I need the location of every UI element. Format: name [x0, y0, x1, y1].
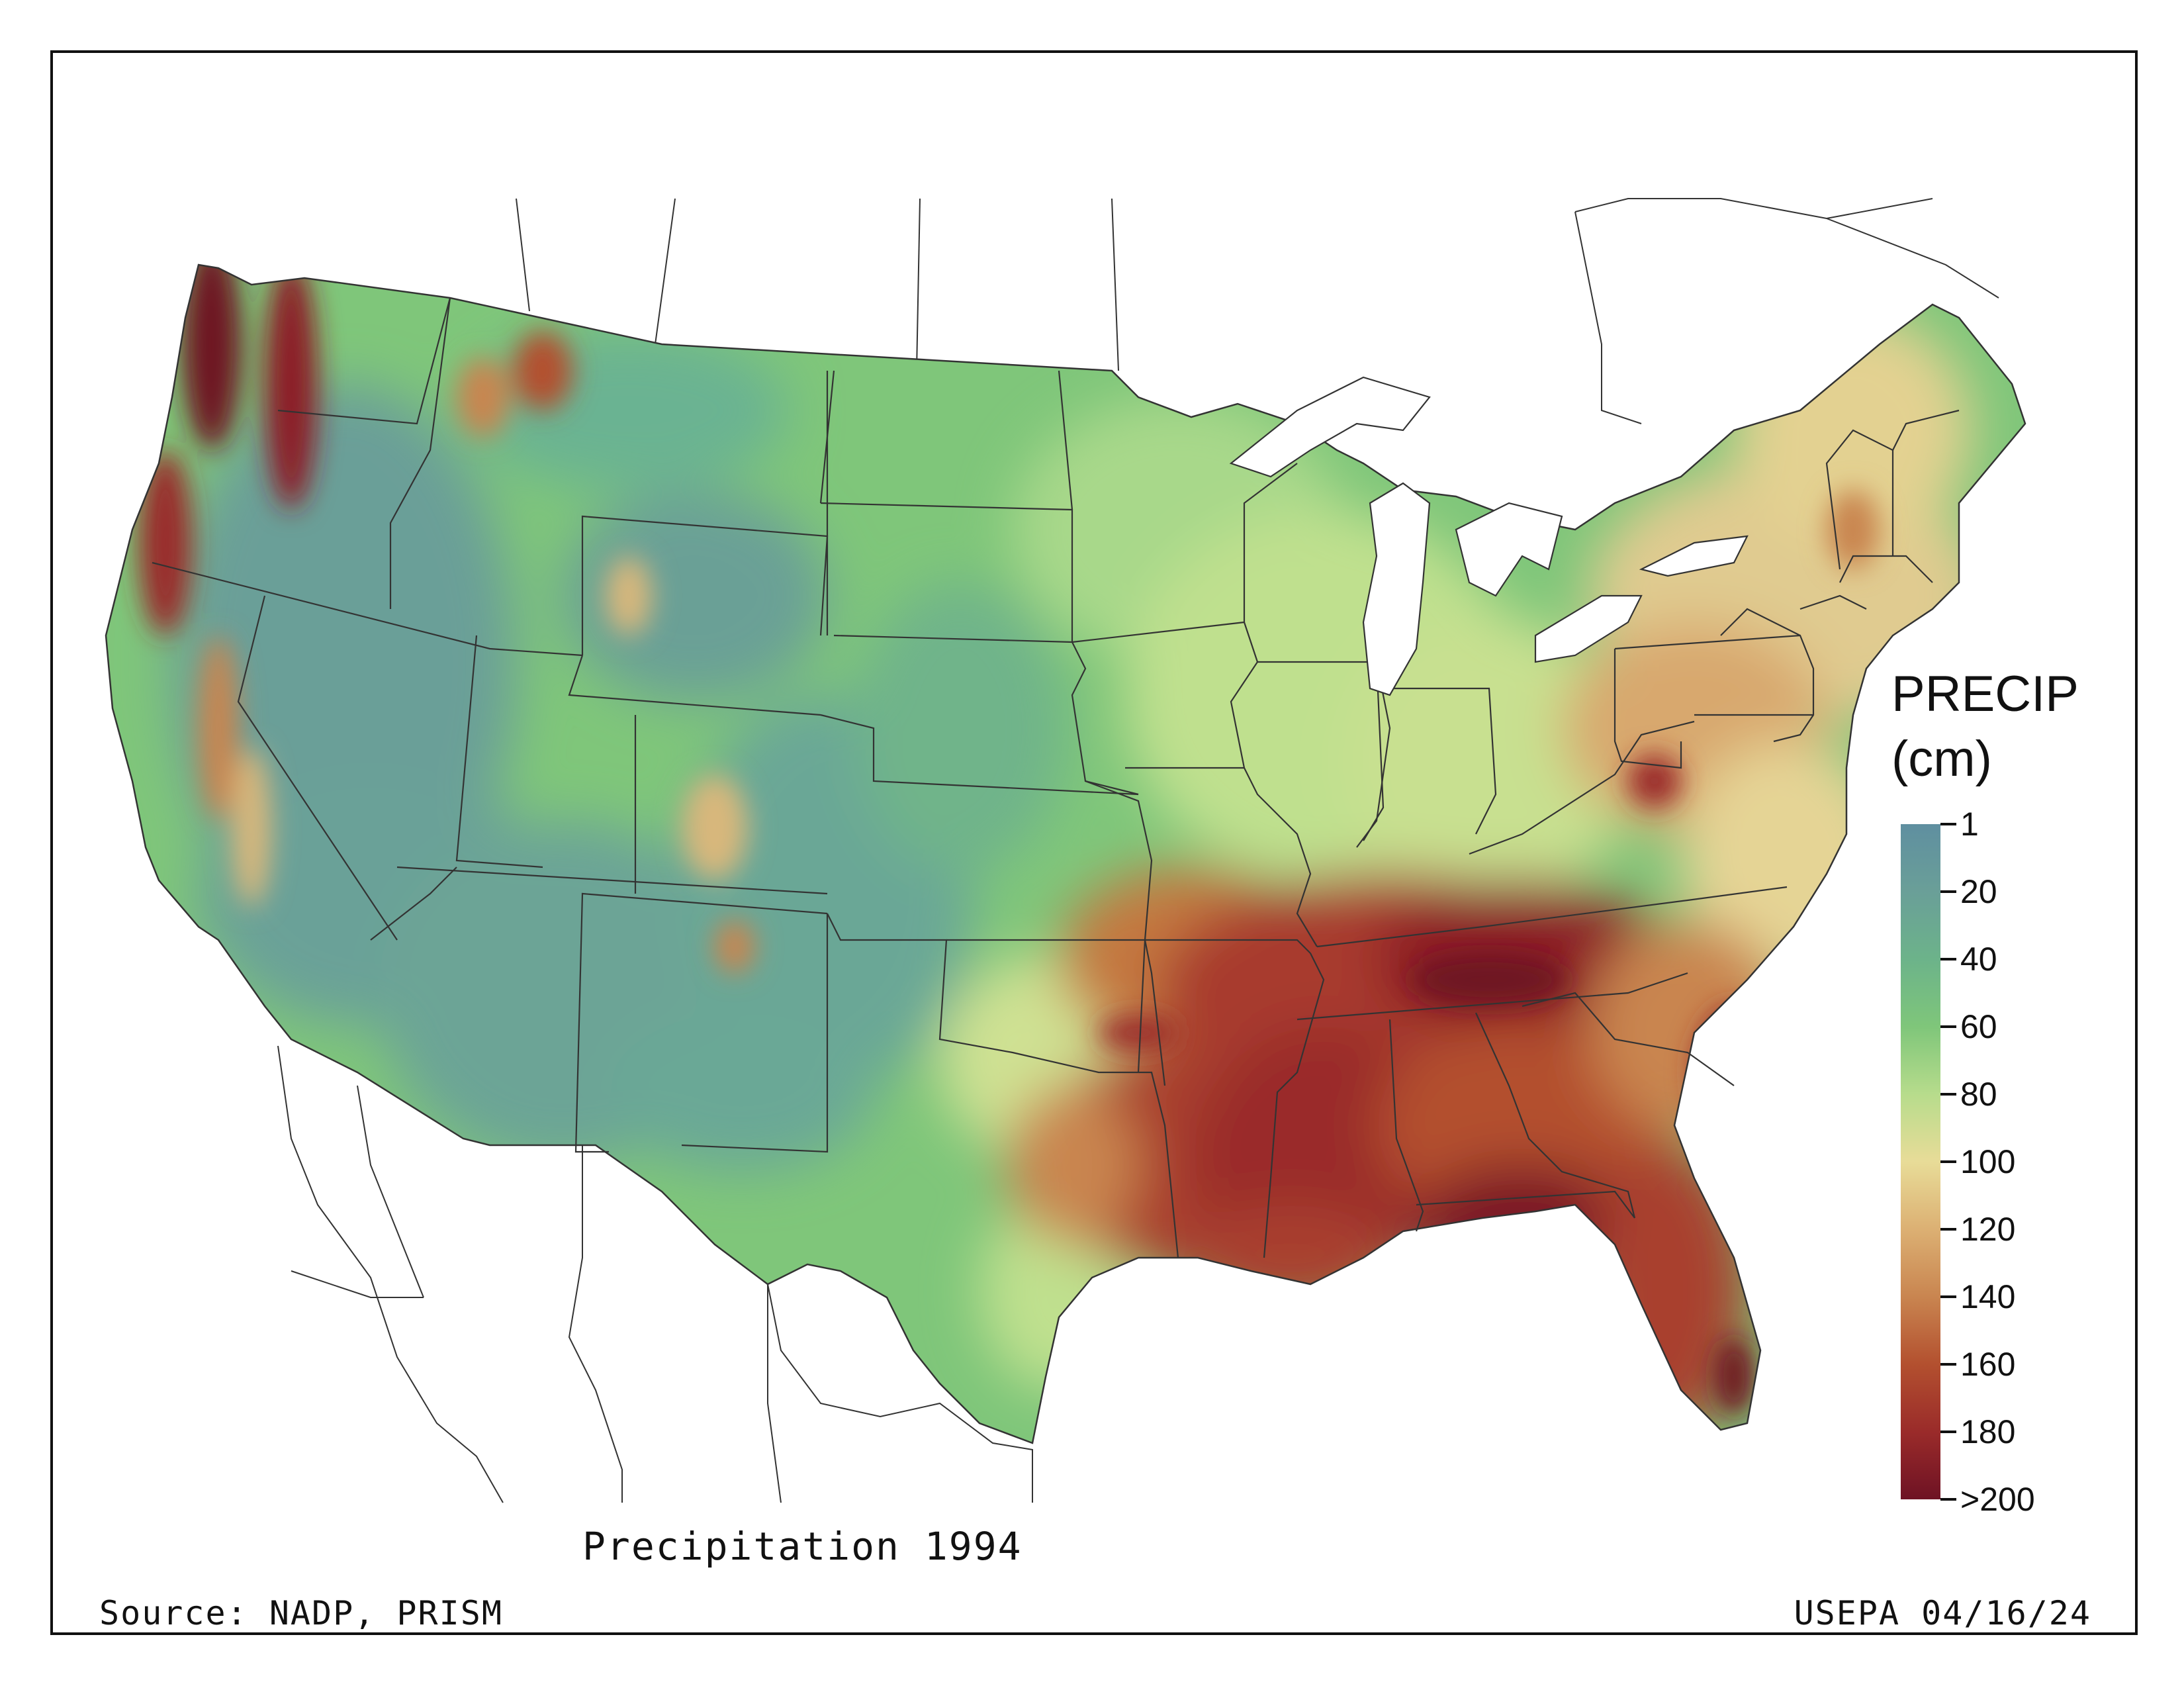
map-frame — [50, 50, 2138, 1635]
legend-tick-label: 20 — [1960, 873, 1997, 910]
legend-tick-label: 1 — [1960, 806, 1979, 843]
legend-tick — [1940, 1498, 1956, 1501]
legend-tick-label: 80 — [1960, 1076, 1997, 1113]
legend-tick — [1940, 1430, 1956, 1433]
legend-tick — [1940, 1025, 1956, 1028]
legend-tick-label: 100 — [1960, 1143, 2016, 1180]
precip-field — [106, 265, 2025, 1443]
legend-title-line1: PRECIP — [1891, 666, 2079, 722]
map-title: Precipitation 1994 — [582, 1524, 1023, 1569]
great-lakes — [1229, 376, 1749, 696]
legend-tick-label: >200 — [1960, 1481, 2035, 1518]
legend-title: PRECIP (cm) — [1891, 662, 2079, 792]
legend-tick — [1940, 823, 1956, 825]
legend-tick-label: 160 — [1960, 1346, 2016, 1383]
legend-tick-label: 180 — [1960, 1413, 2016, 1450]
legend-tick-label: 40 — [1960, 941, 1997, 978]
credit-text: USEPA 04/16/24 — [1794, 1594, 2091, 1632]
neighbor-outlines — [277, 198, 1999, 1503]
legend-tick — [1940, 1160, 1956, 1163]
legend-tick-label: 140 — [1960, 1278, 2016, 1315]
legend-title-line2: (cm) — [1891, 731, 1992, 787]
legend-tick — [1940, 1363, 1956, 1366]
source-text: Source: NADP, PRISM — [99, 1594, 503, 1632]
legend-tick-label: 120 — [1960, 1211, 2016, 1248]
legend-tick — [1940, 958, 1956, 961]
legend-color-bar — [1901, 824, 1940, 1499]
legend-tick — [1940, 1093, 1956, 1096]
legend-tick — [1940, 890, 1956, 893]
legend-tick-label: 60 — [1960, 1008, 1997, 1045]
legend-tick — [1940, 1295, 1956, 1298]
legend-tick — [1940, 1228, 1956, 1231]
